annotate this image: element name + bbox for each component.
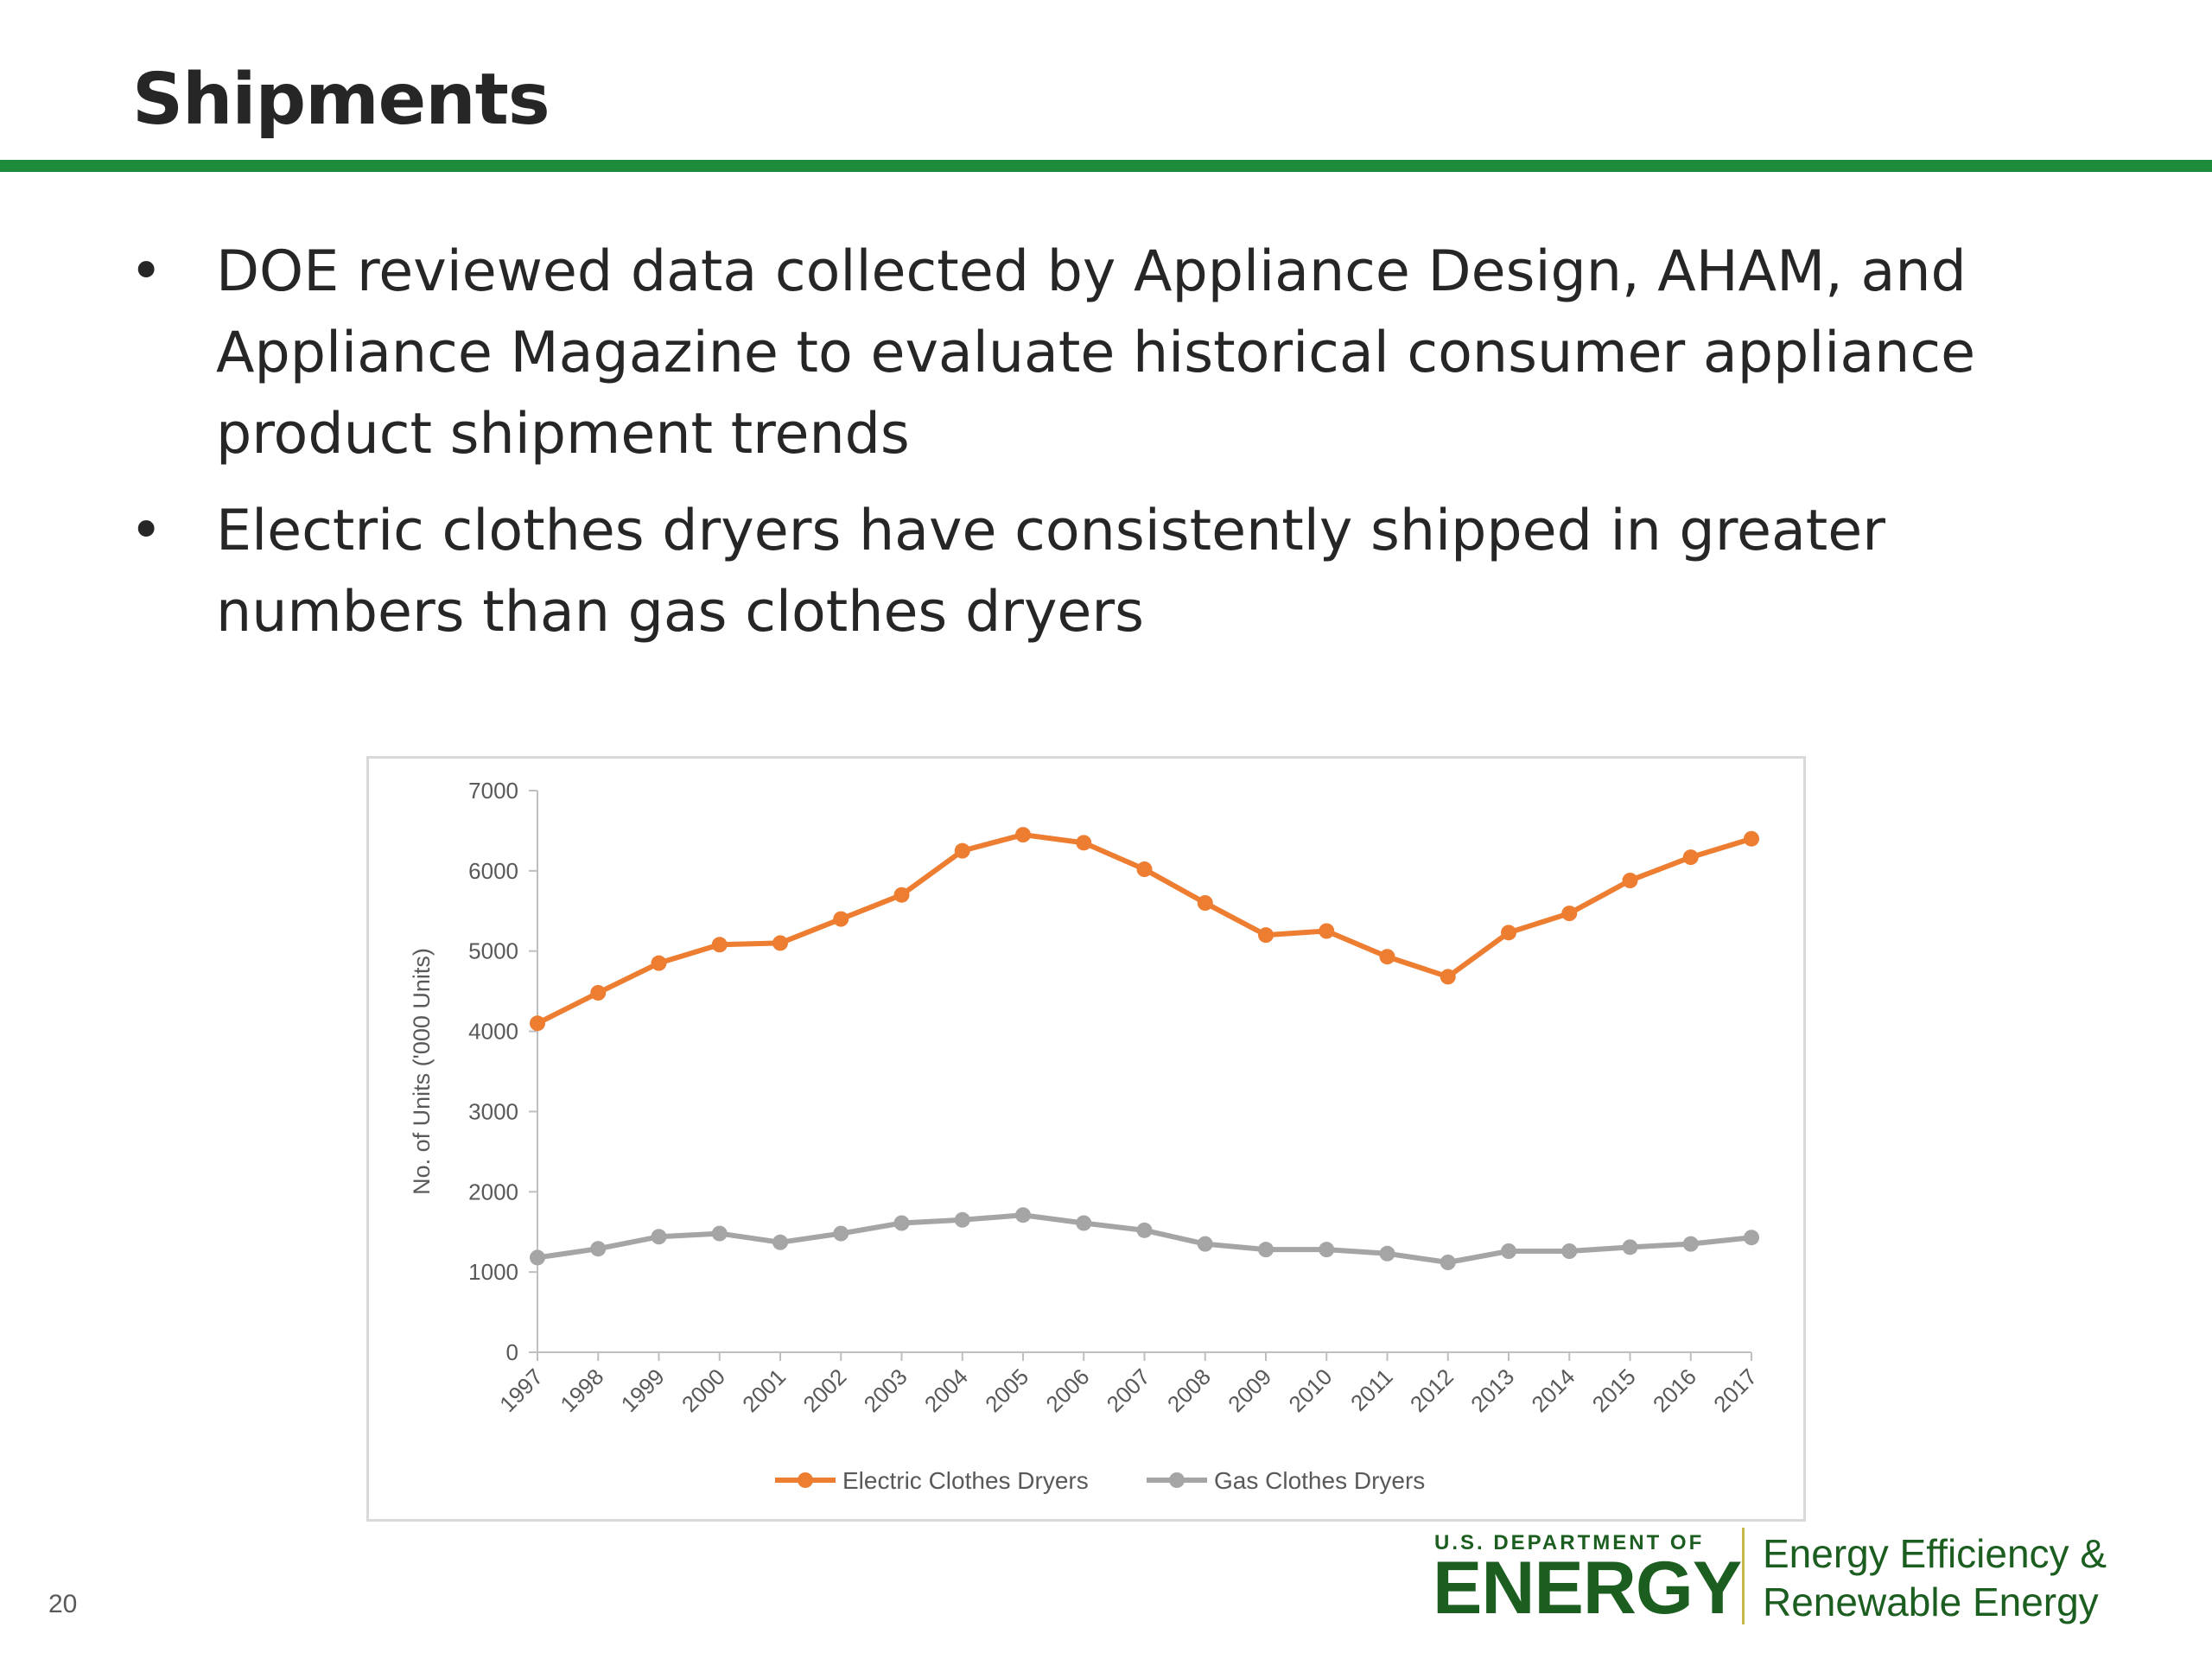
data-point (1744, 1230, 1759, 1246)
data-point (651, 1229, 667, 1245)
data-point (530, 1015, 545, 1032)
y-tick-label: 3000 (468, 1098, 518, 1124)
bullet-item: • Electric clothes dryers have consisten… (130, 491, 2056, 653)
data-point (1622, 1239, 1638, 1255)
data-point (1136, 1222, 1153, 1238)
x-tick-label: 2016 (1648, 1363, 1701, 1417)
bullet-dot: • (130, 239, 163, 304)
data-point (590, 1241, 607, 1257)
data-point (1501, 1243, 1516, 1259)
x-tick-label: 2009 (1223, 1363, 1276, 1417)
logo-office-line2: Renewable Energy (1763, 1580, 2099, 1624)
data-point (711, 1225, 728, 1242)
logo-divider (1742, 1528, 1745, 1624)
data-point (651, 955, 667, 971)
data-point (833, 1225, 849, 1242)
data-point (1136, 861, 1153, 877)
legend-label: Electric Clothes Dryers (842, 1467, 1089, 1494)
x-tick-label: 2012 (1405, 1363, 1459, 1417)
y-axis-label: No. of Units ('000 Units) (409, 948, 435, 1195)
y-tick-label: 2000 (468, 1179, 518, 1205)
bullet-text: Electric clothes dryers have consistentl… (216, 499, 1886, 645)
y-tick-label: 5000 (468, 938, 518, 964)
data-point (1076, 1215, 1092, 1231)
data-point (1440, 969, 1456, 985)
data-point (530, 1249, 545, 1266)
data-point (711, 937, 728, 953)
data-point (893, 1215, 910, 1231)
x-tick-label: 2011 (1345, 1363, 1398, 1416)
legend-label: Gas Clothes Dryers (1214, 1467, 1425, 1494)
data-point (1440, 1255, 1456, 1270)
data-point (1319, 1242, 1335, 1258)
data-point (893, 887, 910, 903)
y-tick-label: 0 (506, 1339, 518, 1365)
page-number: 20 (48, 1590, 78, 1618)
data-point (833, 911, 849, 927)
x-tick-label: 2013 (1465, 1363, 1519, 1417)
y-tick-label: 1000 (468, 1259, 518, 1285)
x-tick-label: 1998 (555, 1363, 608, 1417)
bullet-text: DOE reviewed data collected by Appliance… (216, 239, 1976, 467)
data-point (1258, 927, 1274, 944)
x-tick-label: 2006 (1040, 1363, 1094, 1417)
data-point (1682, 849, 1699, 866)
x-tick-label: 2005 (980, 1363, 1033, 1417)
data-point (1561, 906, 1578, 922)
logo-office-name: Energy Efficiency & Renewable Energy (1763, 1529, 2107, 1626)
x-tick-label: 2002 (798, 1363, 851, 1417)
y-tick-label: 7000 (468, 778, 518, 804)
legend-swatch-marker (798, 1472, 813, 1488)
doe-logo: U.S. DEPARTMENT OF ENERGY Energy Efficie… (1433, 1528, 2126, 1631)
legend-swatch-marker (1169, 1472, 1185, 1488)
x-tick-label: 2015 (1587, 1363, 1641, 1417)
x-tick-label: 2003 (859, 1363, 912, 1417)
data-point (1015, 827, 1031, 843)
data-point (1501, 925, 1516, 941)
data-point (954, 842, 970, 859)
x-tick-label: 2000 (677, 1363, 730, 1417)
y-tick-label: 4000 (468, 1019, 518, 1045)
logo-energy-word: ENERGY (1433, 1547, 1742, 1630)
bullet-item: • DOE reviewed data collected by Applian… (130, 232, 2056, 475)
x-tick-label: 2010 (1283, 1363, 1337, 1417)
title-rule (0, 160, 2212, 172)
slide-title: Shipments (132, 59, 550, 141)
data-point (1076, 835, 1092, 851)
data-point (1744, 830, 1759, 847)
data-point (1682, 1236, 1699, 1252)
y-tick-label: 6000 (468, 858, 518, 884)
x-tick-label: 2008 (1162, 1363, 1216, 1417)
data-point (590, 985, 607, 1001)
x-tick-label: 1999 (616, 1363, 670, 1417)
data-point (1197, 1236, 1213, 1252)
logo-department-line: U.S. DEPARTMENT OF (1434, 1531, 1705, 1554)
data-point (772, 1234, 788, 1250)
data-point (1379, 1245, 1395, 1262)
data-point (954, 1211, 970, 1228)
x-tick-label: 1997 (494, 1363, 548, 1417)
x-tick-label: 2014 (1526, 1363, 1580, 1417)
x-tick-label: 2017 (1708, 1363, 1762, 1417)
chart-frame: 0 1000 2000 3000 4000 5000 6000 7000 1997 1998 199… (366, 756, 1806, 1522)
bullet-dot: • (130, 499, 163, 563)
x-tick-label: 2007 (1102, 1363, 1155, 1417)
data-point (1379, 949, 1395, 965)
data-point (772, 935, 788, 951)
x-tick-label: 2004 (919, 1363, 973, 1417)
data-point (1561, 1243, 1578, 1259)
line-chart: 0 1000 2000 3000 4000 5000 6000 7000 1997 1998 199… (409, 778, 1762, 1494)
logo-office-line1: Energy Efficiency & (1763, 1531, 2107, 1576)
data-point (1622, 873, 1638, 888)
data-point (1197, 895, 1213, 911)
x-tick-label: 2001 (737, 1363, 791, 1417)
bullet-list: • DOE reviewed data collected by Applian… (130, 232, 2056, 669)
data-point (1258, 1242, 1274, 1258)
data-point (1319, 923, 1335, 939)
data-point (1015, 1207, 1031, 1224)
